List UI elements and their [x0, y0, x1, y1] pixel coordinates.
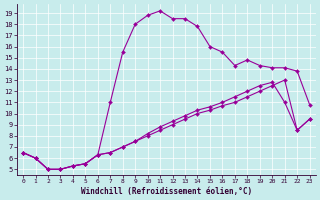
X-axis label: Windchill (Refroidissement éolien,°C): Windchill (Refroidissement éolien,°C) — [81, 187, 252, 196]
